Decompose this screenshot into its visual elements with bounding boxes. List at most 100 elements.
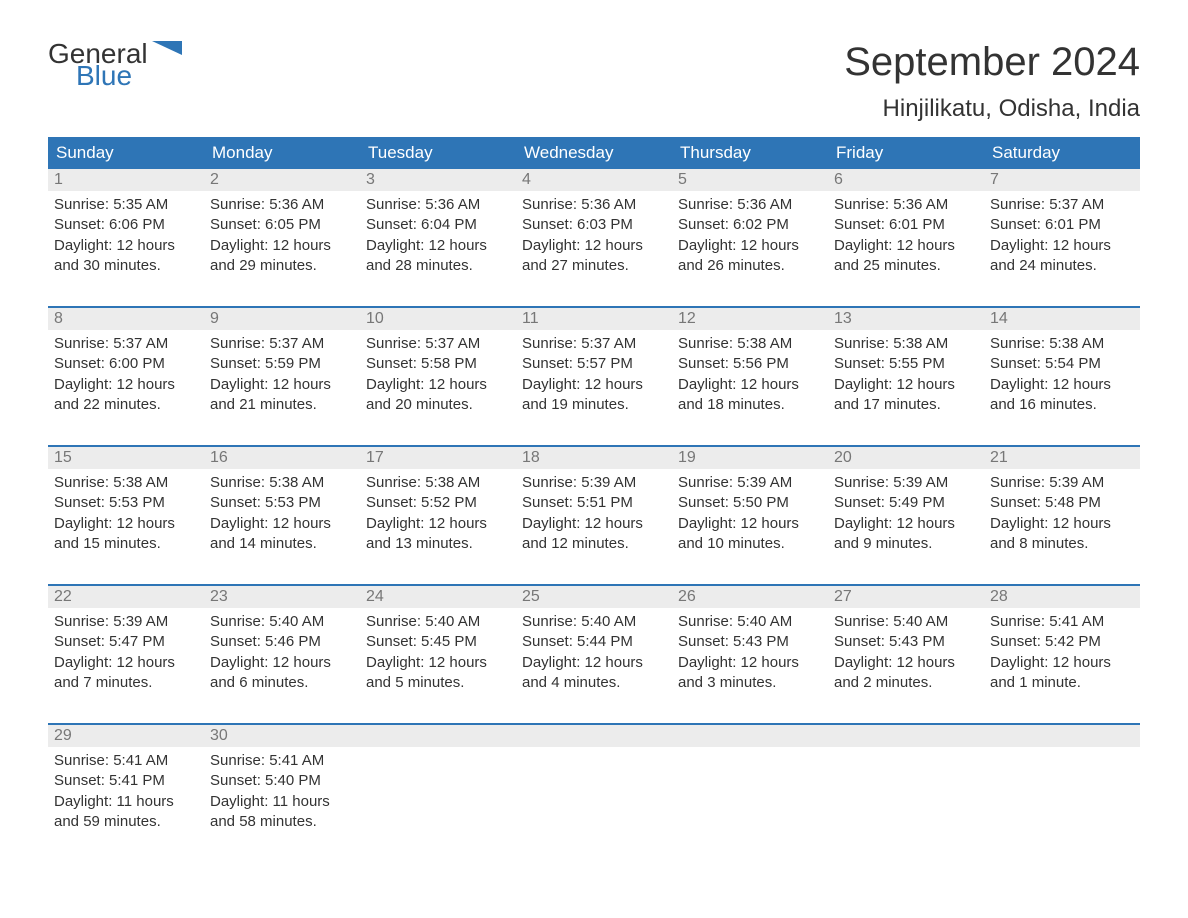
day-sunset: Sunset: 5:44 PM	[522, 632, 666, 652]
day-daylight1: Daylight: 12 hours	[990, 514, 1134, 534]
day-daylight1: Daylight: 12 hours	[54, 375, 198, 395]
day-sunset: Sunset: 6:01 PM	[834, 215, 978, 235]
day-number: 20	[828, 447, 984, 469]
weekday-header: Saturday	[984, 137, 1140, 169]
day-sunrise: Sunrise: 5:37 AM	[366, 334, 510, 354]
day-cell: Sunrise: 5:39 AMSunset: 5:48 PMDaylight:…	[984, 469, 1140, 582]
daynum-row: 15161718192021	[48, 447, 1140, 469]
day-number: 25	[516, 586, 672, 608]
logo: General Blue	[48, 40, 182, 90]
day-sunrise: Sunrise: 5:41 AM	[990, 612, 1134, 632]
day-sunrise: Sunrise: 5:36 AM	[210, 195, 354, 215]
day-sunset: Sunset: 5:46 PM	[210, 632, 354, 652]
day-daylight1: Daylight: 12 hours	[834, 375, 978, 395]
day-daylight1: Daylight: 12 hours	[522, 514, 666, 534]
day-number: 10	[360, 308, 516, 330]
day-sunrise: Sunrise: 5:40 AM	[366, 612, 510, 632]
day-cell: Sunrise: 5:41 AMSunset: 5:40 PMDaylight:…	[204, 747, 360, 860]
day-sunset: Sunset: 5:55 PM	[834, 354, 978, 374]
day-cell: Sunrise: 5:36 AMSunset: 6:02 PMDaylight:…	[672, 191, 828, 304]
day-daylight2: and 19 minutes.	[522, 395, 666, 415]
day-sunset: Sunset: 5:56 PM	[678, 354, 822, 374]
day-daylight1: Daylight: 12 hours	[990, 236, 1134, 256]
day-daylight1: Daylight: 12 hours	[366, 514, 510, 534]
day-cell	[828, 747, 984, 860]
day-daylight2: and 4 minutes.	[522, 673, 666, 693]
day-sunrise: Sunrise: 5:38 AM	[834, 334, 978, 354]
day-number: 1	[48, 169, 204, 191]
day-sunrise: Sunrise: 5:36 AM	[366, 195, 510, 215]
day-cell: Sunrise: 5:37 AMSunset: 6:01 PMDaylight:…	[984, 191, 1140, 304]
daynum-row: 1234567	[48, 169, 1140, 191]
day-daylight1: Daylight: 12 hours	[366, 375, 510, 395]
day-daylight1: Daylight: 12 hours	[54, 514, 198, 534]
day-daylight2: and 14 minutes.	[210, 534, 354, 554]
day-daylight2: and 59 minutes.	[54, 812, 198, 832]
day-daylight2: and 7 minutes.	[54, 673, 198, 693]
day-daylight2: and 1 minute.	[990, 673, 1134, 693]
day-daylight2: and 16 minutes.	[990, 395, 1134, 415]
day-number: 4	[516, 169, 672, 191]
day-number: 5	[672, 169, 828, 191]
day-cell: Sunrise: 5:37 AMSunset: 5:59 PMDaylight:…	[204, 330, 360, 443]
day-number: 28	[984, 586, 1140, 608]
day-sunrise: Sunrise: 5:37 AM	[54, 334, 198, 354]
day-daylight2: and 21 minutes.	[210, 395, 354, 415]
day-cell: Sunrise: 5:38 AMSunset: 5:53 PMDaylight:…	[48, 469, 204, 582]
day-daylight2: and 26 minutes.	[678, 256, 822, 276]
day-cell: Sunrise: 5:38 AMSunset: 5:55 PMDaylight:…	[828, 330, 984, 443]
day-daylight2: and 18 minutes.	[678, 395, 822, 415]
header: General Blue September 2024 Hinjilikatu,…	[48, 40, 1140, 123]
day-daylight2: and 20 minutes.	[366, 395, 510, 415]
day-number	[828, 725, 984, 747]
day-number: 18	[516, 447, 672, 469]
weekday-header: Monday	[204, 137, 360, 169]
day-cell: Sunrise: 5:38 AMSunset: 5:56 PMDaylight:…	[672, 330, 828, 443]
day-cell: Sunrise: 5:41 AMSunset: 5:42 PMDaylight:…	[984, 608, 1140, 721]
day-cell	[516, 747, 672, 860]
day-daylight2: and 12 minutes.	[522, 534, 666, 554]
day-cell: Sunrise: 5:39 AMSunset: 5:51 PMDaylight:…	[516, 469, 672, 582]
day-sunset: Sunset: 6:03 PM	[522, 215, 666, 235]
day-number: 16	[204, 447, 360, 469]
day-daylight1: Daylight: 12 hours	[366, 236, 510, 256]
day-sunset: Sunset: 5:43 PM	[678, 632, 822, 652]
day-cell: Sunrise: 5:38 AMSunset: 5:52 PMDaylight:…	[360, 469, 516, 582]
day-daylight2: and 22 minutes.	[54, 395, 198, 415]
day-sunset: Sunset: 5:45 PM	[366, 632, 510, 652]
day-number: 14	[984, 308, 1140, 330]
day-number: 27	[828, 586, 984, 608]
day-sunrise: Sunrise: 5:39 AM	[678, 473, 822, 493]
day-daylight1: Daylight: 12 hours	[990, 375, 1134, 395]
daycontent-row: Sunrise: 5:38 AMSunset: 5:53 PMDaylight:…	[48, 469, 1140, 582]
day-number	[984, 725, 1140, 747]
day-sunrise: Sunrise: 5:38 AM	[366, 473, 510, 493]
day-daylight2: and 10 minutes.	[678, 534, 822, 554]
day-sunset: Sunset: 5:59 PM	[210, 354, 354, 374]
day-cell: Sunrise: 5:40 AMSunset: 5:43 PMDaylight:…	[672, 608, 828, 721]
day-number: 19	[672, 447, 828, 469]
daynum-row: 22232425262728	[48, 586, 1140, 608]
day-number: 24	[360, 586, 516, 608]
day-daylight1: Daylight: 12 hours	[834, 236, 978, 256]
day-sunrise: Sunrise: 5:36 AM	[834, 195, 978, 215]
day-daylight1: Daylight: 12 hours	[678, 375, 822, 395]
day-sunrise: Sunrise: 5:40 AM	[210, 612, 354, 632]
logo-text-blue: Blue	[76, 62, 182, 90]
day-sunset: Sunset: 5:58 PM	[366, 354, 510, 374]
day-daylight2: and 30 minutes.	[54, 256, 198, 276]
day-daylight2: and 29 minutes.	[210, 256, 354, 276]
location: Hinjilikatu, Odisha, India	[844, 95, 1140, 123]
day-cell: Sunrise: 5:41 AMSunset: 5:41 PMDaylight:…	[48, 747, 204, 860]
day-cell: Sunrise: 5:37 AMSunset: 6:00 PMDaylight:…	[48, 330, 204, 443]
daycontent-row: Sunrise: 5:35 AMSunset: 6:06 PMDaylight:…	[48, 191, 1140, 304]
day-daylight2: and 6 minutes.	[210, 673, 354, 693]
daycontent-row: Sunrise: 5:41 AMSunset: 5:41 PMDaylight:…	[48, 747, 1140, 860]
day-number: 29	[48, 725, 204, 747]
weekday-header: Thursday	[672, 137, 828, 169]
day-daylight1: Daylight: 12 hours	[678, 236, 822, 256]
day-daylight1: Daylight: 12 hours	[990, 653, 1134, 673]
day-number: 6	[828, 169, 984, 191]
day-number: 3	[360, 169, 516, 191]
day-sunrise: Sunrise: 5:38 AM	[678, 334, 822, 354]
